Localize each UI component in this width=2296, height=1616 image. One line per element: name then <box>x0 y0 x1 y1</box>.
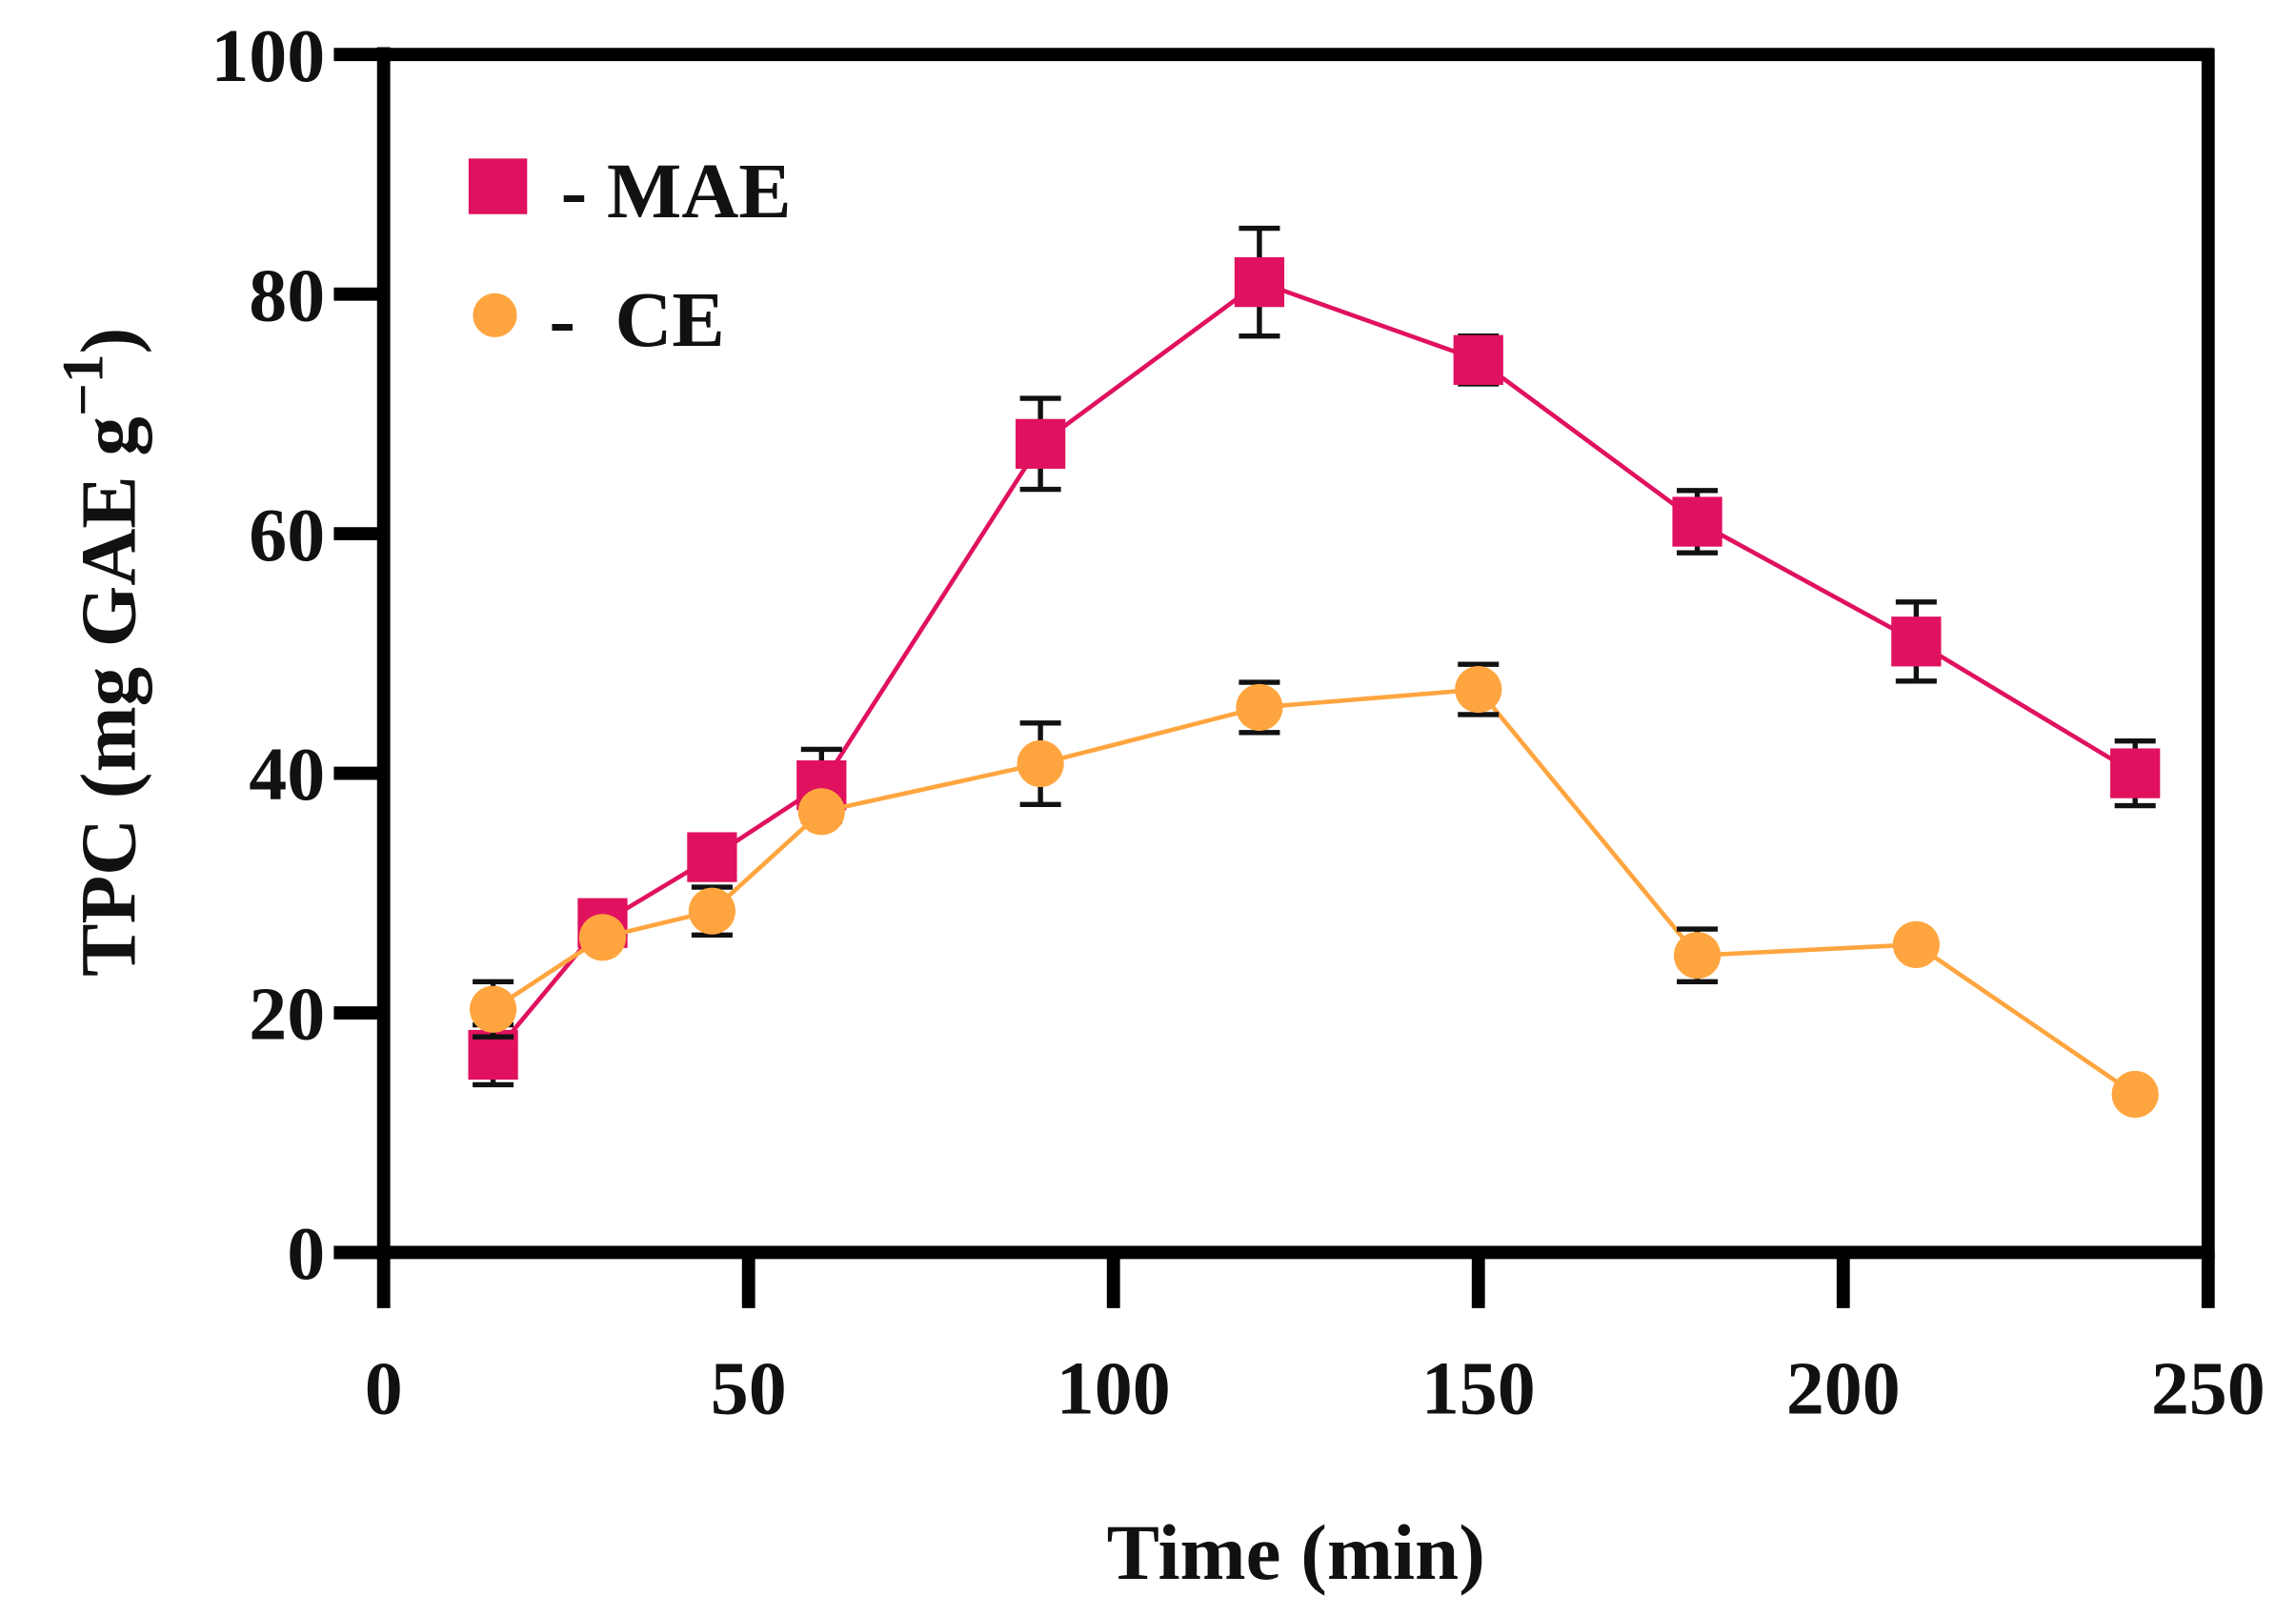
legend-mae-label: - MAE <box>561 147 792 234</box>
data-point-mae <box>1672 496 1722 547</box>
x-tick-label: 50 <box>711 1347 787 1431</box>
data-point-ce <box>1017 739 1064 788</box>
data-point-mae <box>2110 748 2161 798</box>
data-point-ce <box>578 914 627 961</box>
data-point-ce <box>688 887 735 935</box>
data-point-ce <box>470 985 517 1033</box>
legend-ce-marker <box>473 293 517 337</box>
y-tick-label: 0 <box>287 1212 325 1296</box>
series-layer <box>468 225 2161 1119</box>
data-point-mae <box>1015 418 1066 469</box>
series-ce <box>470 661 2159 1119</box>
y-tick-label: 20 <box>249 973 325 1057</box>
data-point-ce <box>797 788 845 836</box>
data-point-mae <box>1891 616 1942 667</box>
y-tick-label: 60 <box>249 494 325 577</box>
data-point-mae <box>1453 334 1503 385</box>
data-point-mae <box>687 832 737 882</box>
legend-mae-marker <box>468 158 528 214</box>
x-tick-label: 250 <box>2151 1347 2266 1431</box>
data-point-ce <box>1455 665 1502 714</box>
data-point-ce <box>1236 683 1283 732</box>
series-line-mae <box>491 279 2137 1057</box>
x-tick-label: 200 <box>1786 1347 1901 1431</box>
x-axis-label: Time (min) <box>1107 1508 1485 1596</box>
data-point-mae <box>1234 256 1285 308</box>
x-tick-label: 150 <box>1421 1347 1536 1431</box>
data-point-ce <box>2111 1070 2159 1119</box>
y-axis-label: TPC (mg GAE g−1) <box>51 328 152 977</box>
x-tick-label: 0 <box>365 1347 403 1431</box>
axes <box>333 47 2215 1261</box>
y-tick-label: 40 <box>249 733 325 817</box>
y-tick-label: 100 <box>211 14 325 98</box>
y-axis-label-main: TPC (mg GAE g <box>64 416 151 977</box>
y-tick-label: 80 <box>249 253 325 337</box>
data-point-ce <box>1673 932 1722 980</box>
y-axis-label-close: ) <box>64 328 151 354</box>
ticks: 0 50 100 150 200 250 0 20 40 60 80 100 <box>211 14 2265 1431</box>
legend-ce-label: - CE <box>549 275 724 363</box>
y-axis-label-sup: −1 <box>51 354 116 416</box>
legend: - MAE - CE <box>468 147 792 363</box>
series-line-ce <box>492 687 2137 1097</box>
x-tick-label: 100 <box>1057 1347 1171 1431</box>
data-point-ce <box>1892 920 1940 968</box>
